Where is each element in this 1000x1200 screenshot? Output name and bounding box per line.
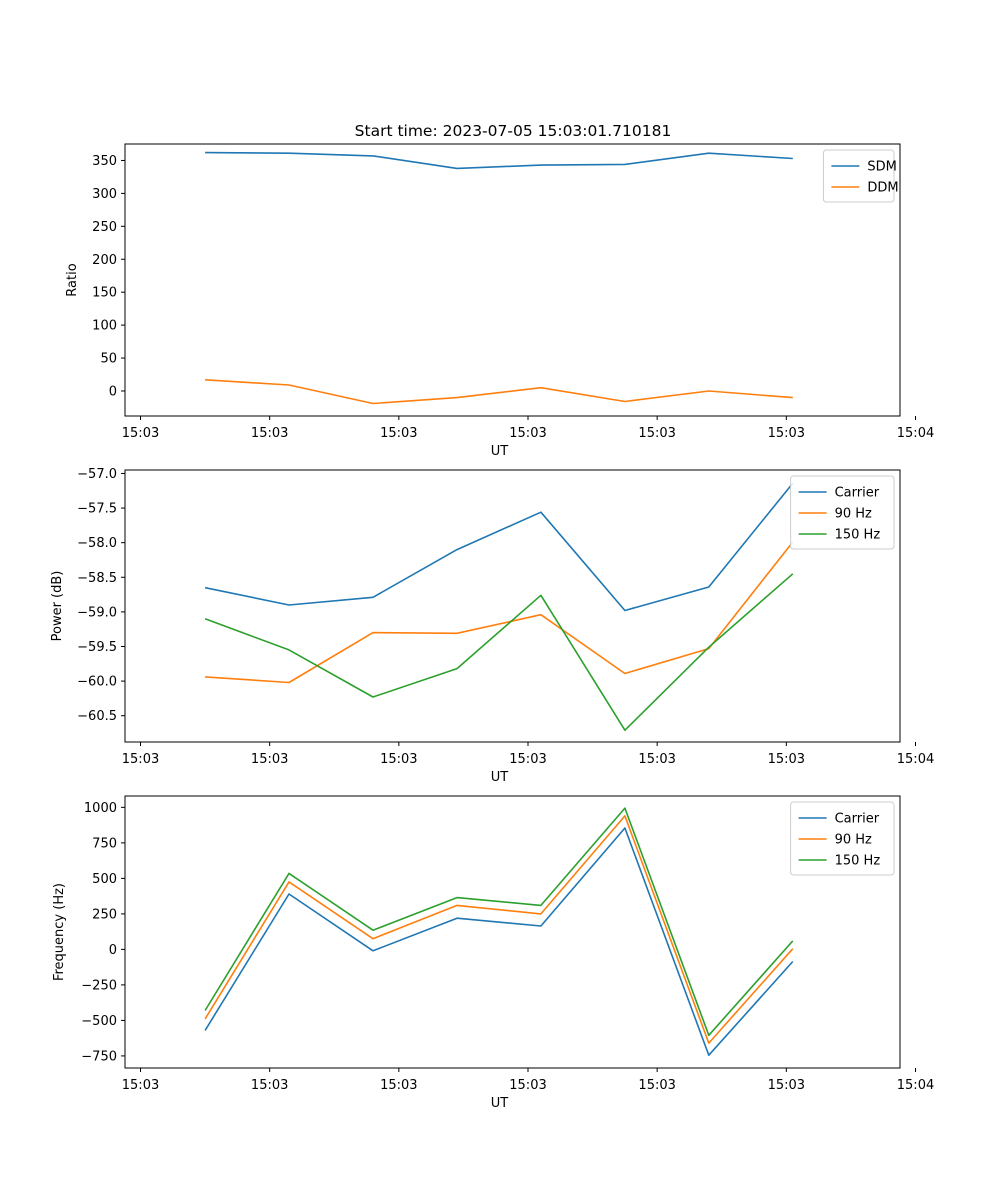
y-tick-label: 200 xyxy=(92,253,117,268)
y-tick-label: −59.0 xyxy=(77,605,117,620)
x-axis-label: UT xyxy=(491,770,509,785)
plot-frame xyxy=(124,795,901,1069)
plot-frame xyxy=(124,469,901,743)
legend-box xyxy=(822,149,895,203)
series-line-carrier xyxy=(204,482,794,612)
y-tick-label: 150 xyxy=(92,286,117,301)
x-tick-label: 15:03 xyxy=(251,752,288,767)
chart-panel-3: 15:03 15:03 15:03 15:03 15:03 15:03 15:04 −750 −… xyxy=(52,795,934,1111)
legend: SDM DDM xyxy=(822,149,899,203)
y-axis-label: Frequency (Hz) xyxy=(52,883,67,981)
y-tick-label: 250 xyxy=(92,907,117,922)
legend-box xyxy=(790,801,895,876)
y-tick-label: −250 xyxy=(81,978,117,993)
x-tick-label: 15:03 xyxy=(509,1078,546,1093)
chart-panel-2: 15:03 15:03 15:03 15:03 15:03 15:03 15:04 −60.5… xyxy=(50,467,934,785)
y-tick-label: −59.5 xyxy=(77,640,117,655)
x-tick-label: 15:03 xyxy=(251,426,288,441)
legend-label: 150 Hz xyxy=(835,528,881,543)
y-tick-label: 0 xyxy=(109,384,117,399)
x-tick-label: 15:03 xyxy=(768,1078,805,1093)
series-line-sdm xyxy=(205,151,793,170)
legend-label: SDM xyxy=(867,160,896,175)
x-tick-label: 15:03 xyxy=(768,426,805,441)
y-tick-label: 300 xyxy=(92,187,117,202)
x-tick-label: 15:03 xyxy=(122,426,159,441)
y-tick-label: −60.5 xyxy=(77,709,117,724)
y-tick-label: −60.0 xyxy=(77,675,117,690)
y-tick-label: 250 xyxy=(92,220,117,235)
x-tick-label: 15:03 xyxy=(380,752,417,767)
chart-panel-1: 15:03 15:03 15:03 15:03 15:03 15:03 15:04 0 50 10… xyxy=(65,143,934,459)
legend-label: Carrier xyxy=(835,812,880,827)
y-tick-label: 750 xyxy=(92,836,117,851)
y-tick-label: −57.0 xyxy=(77,467,117,482)
legend-label: 90 Hz xyxy=(835,833,872,848)
legend: Carrier 90 Hz 150 Hz xyxy=(790,475,895,550)
x-tick-label: 15:03 xyxy=(122,1078,159,1093)
x-tick-label: 15:03 xyxy=(509,752,546,767)
y-axis-label: Power (dB) xyxy=(50,571,65,642)
series-line-90-hz xyxy=(204,815,794,1044)
x-tick-label: 15:03 xyxy=(509,426,546,441)
x-tick-label: 15:04 xyxy=(897,752,934,767)
series-line-ddm xyxy=(205,379,793,405)
y-tick-label: −750 xyxy=(81,1049,117,1064)
chart-panels: 15:03 15:03 15:03 15:03 15:03 15:03 15:04 0 50 10… xyxy=(50,143,934,1111)
legend-label: DDM xyxy=(867,181,898,196)
series-line-150-hz xyxy=(204,573,794,732)
x-tick-label: 15:03 xyxy=(638,426,675,441)
legend-label: 90 Hz xyxy=(835,507,872,522)
x-axis-label: UT xyxy=(491,1096,509,1111)
series-line-90-hz xyxy=(205,541,794,684)
y-tick-label: 350 xyxy=(92,154,117,169)
x-tick-label: 15:03 xyxy=(638,752,675,767)
legend-label: Carrier xyxy=(835,486,880,501)
y-tick-label: −58.0 xyxy=(77,536,117,551)
y-axis-label: Ratio xyxy=(65,263,80,296)
x-tick-label: 15:04 xyxy=(897,1078,934,1093)
x-tick-label: 15:03 xyxy=(122,752,159,767)
y-tick-label: 1000 xyxy=(84,801,117,816)
x-tick-label: 15:03 xyxy=(768,752,805,767)
y-tick-label: −57.5 xyxy=(77,502,117,517)
y-tick-label: 500 xyxy=(92,872,117,887)
legend-label: 150 Hz xyxy=(835,854,881,869)
y-tick-label: 50 xyxy=(100,352,117,367)
y-tick-label: −58.5 xyxy=(77,571,117,586)
series-line-carrier xyxy=(204,827,794,1056)
x-axis-label: UT xyxy=(491,444,509,459)
plot-frame xyxy=(124,143,901,417)
y-tick-label: 0 xyxy=(109,943,117,958)
x-tick-label: 15:03 xyxy=(380,1078,417,1093)
x-tick-label: 15:04 xyxy=(897,426,934,441)
figure-title: Start time: 2023-07-05 15:03:01.710181 xyxy=(355,122,672,140)
legend: Carrier 90 Hz 150 Hz xyxy=(790,801,895,876)
legend-box xyxy=(790,475,895,550)
series-line-150-hz xyxy=(204,807,794,1037)
y-tick-label: −500 xyxy=(81,1014,117,1029)
x-tick-label: 15:03 xyxy=(638,1078,675,1093)
x-tick-label: 15:03 xyxy=(380,426,417,441)
y-tick-label: 100 xyxy=(92,319,117,334)
x-tick-label: 15:03 xyxy=(251,1078,288,1093)
